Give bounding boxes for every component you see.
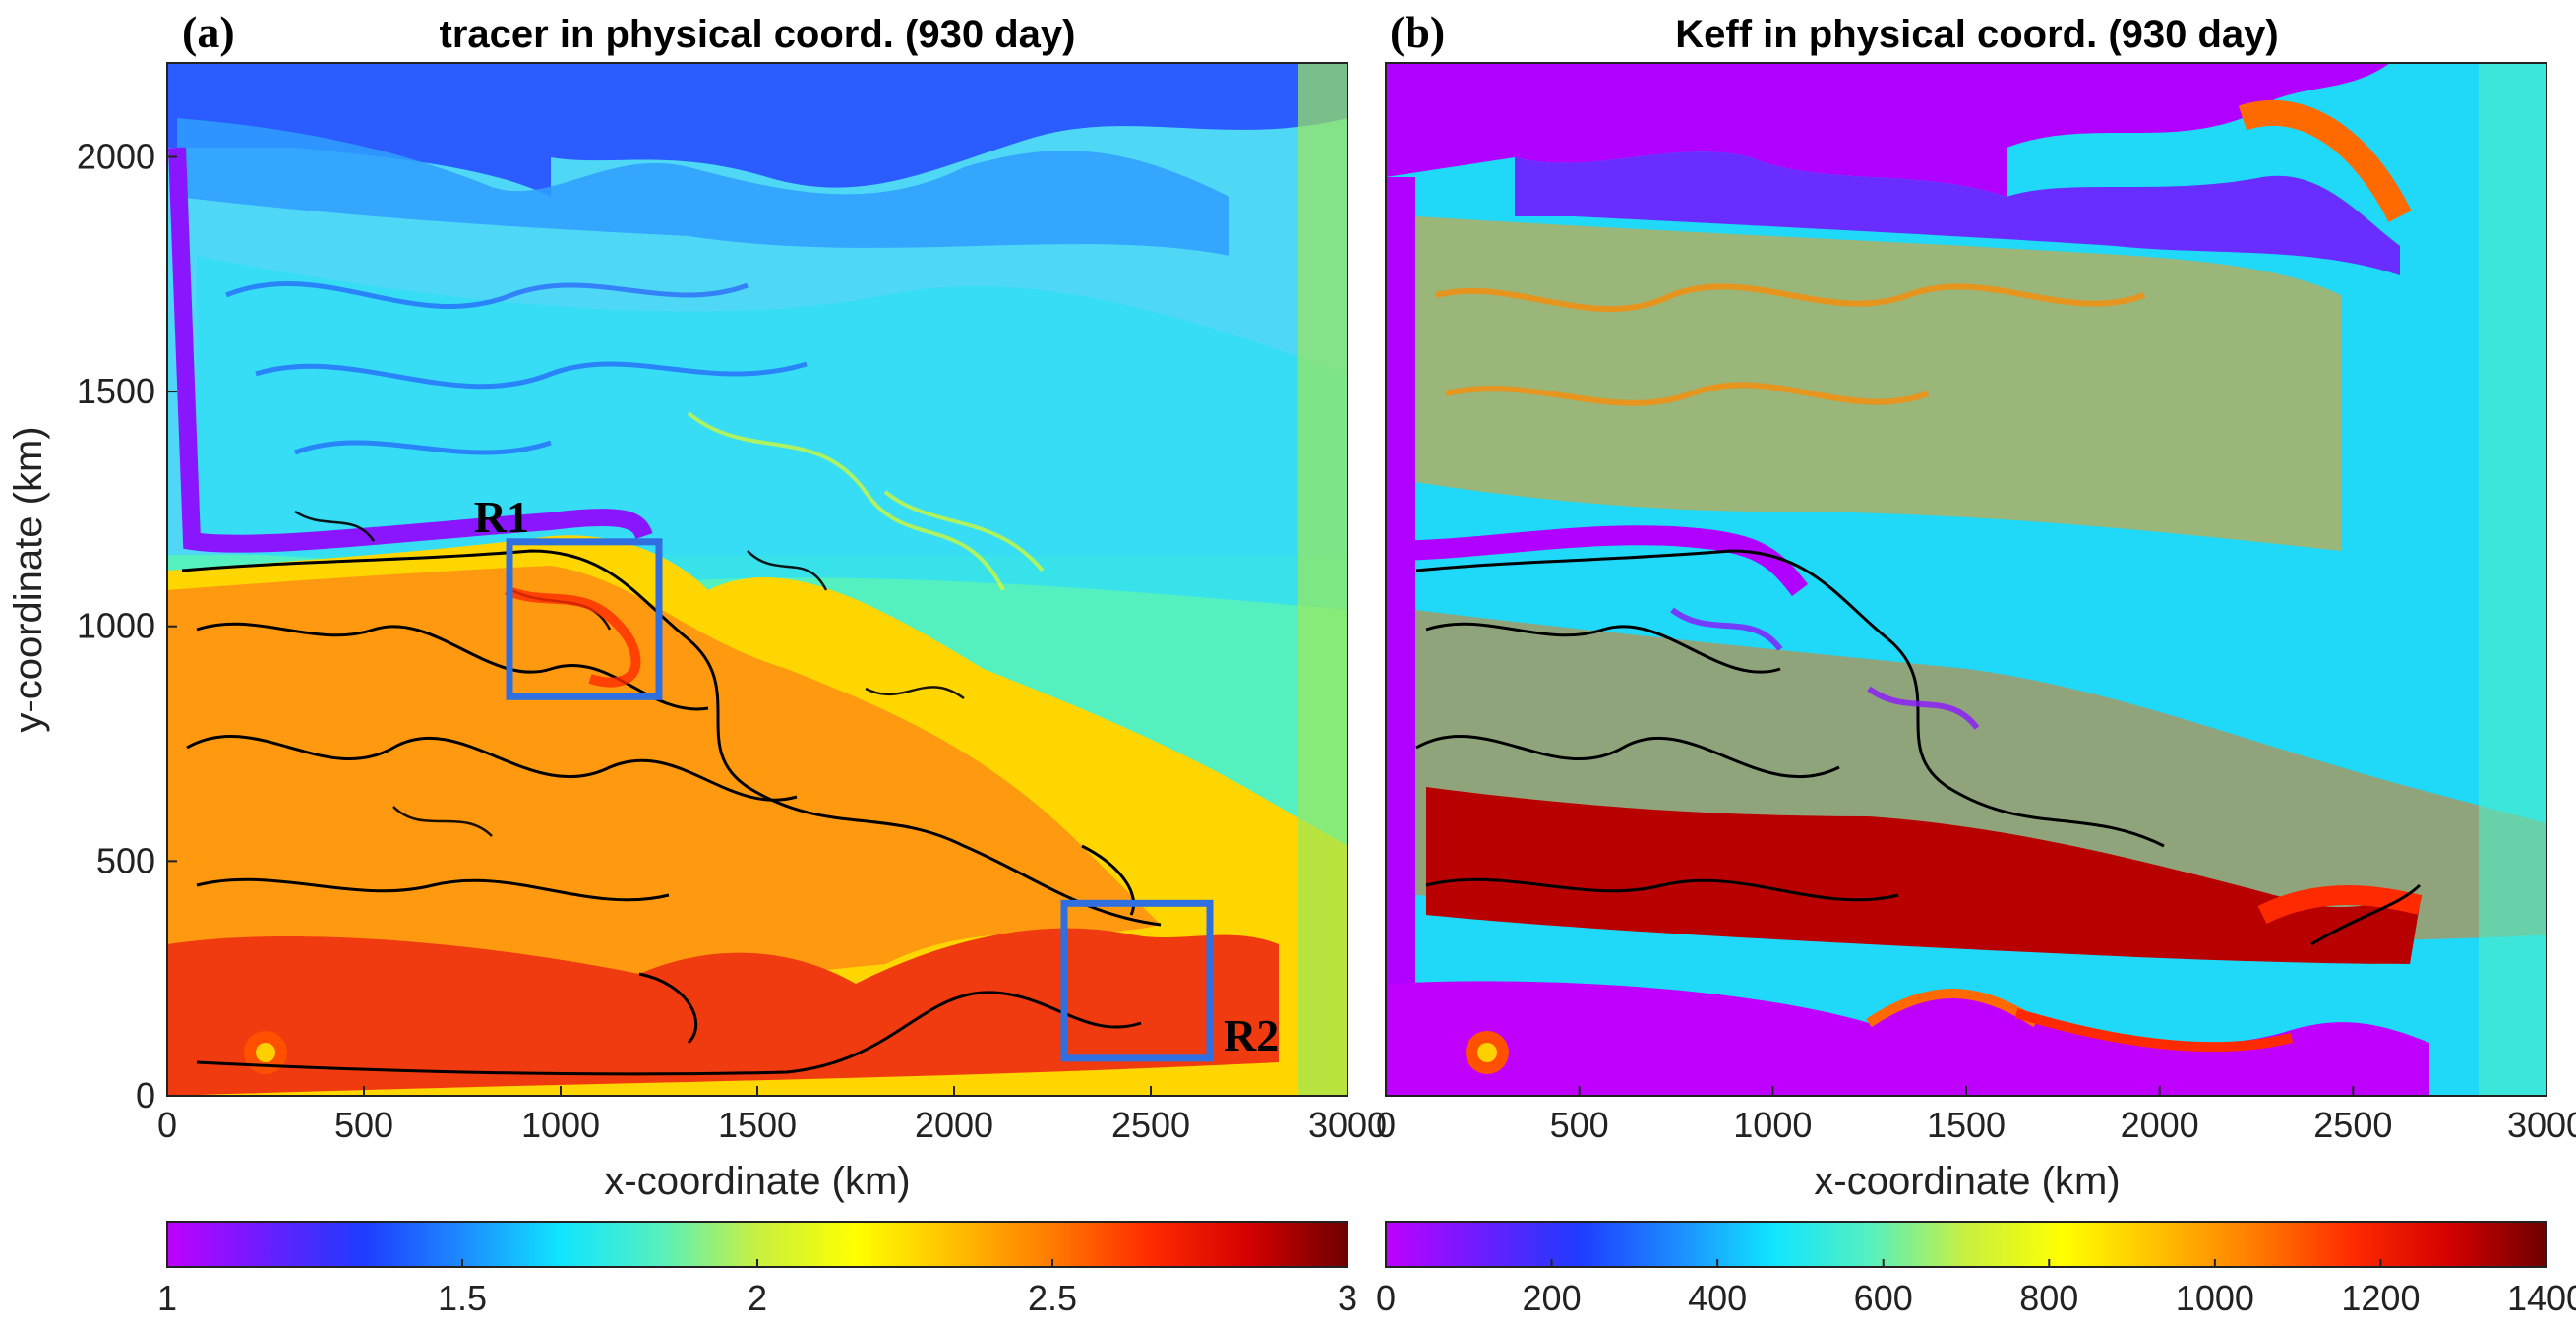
colorbar-tick-label: 2 bbox=[748, 1278, 767, 1318]
x-tick-label: 500 bbox=[334, 1105, 393, 1145]
y-tick-label: 2000 bbox=[77, 136, 155, 176]
panel-a-field bbox=[167, 63, 1348, 1096]
panel-b-title: Keff in physical coord. (930 day) bbox=[1675, 13, 2279, 56]
panel-a-title: tracer in physical coord. (930 day) bbox=[440, 13, 1076, 56]
x-tick-label: 2500 bbox=[1111, 1105, 1190, 1145]
x-tick-label: 500 bbox=[1550, 1105, 1609, 1145]
y-tick-label: 0 bbox=[136, 1075, 155, 1115]
x-tick-label: 1500 bbox=[1927, 1105, 2006, 1145]
x-tick-label: 1000 bbox=[1733, 1105, 1812, 1145]
x-tick-label: 0 bbox=[157, 1105, 177, 1145]
y-tick-label: 500 bbox=[96, 840, 155, 880]
x-tick-label: 2500 bbox=[2313, 1105, 2392, 1145]
colorbar-tick-label: 400 bbox=[1688, 1278, 1747, 1318]
x-tick-label: 2000 bbox=[915, 1105, 993, 1145]
panel-a-axes: 0 500 1000 1500 2000 2500 3000 0 500 1000 1500 2000 bbox=[77, 136, 1387, 1145]
panel-b-field bbox=[1386, 63, 2546, 1096]
colorbar-tick-label: 2.5 bbox=[1028, 1278, 1077, 1318]
panel-b: (b) Keff in physical coord. (930 day) bbox=[1376, 7, 2576, 1318]
panel-b-colorbar-bar bbox=[1385, 1221, 2547, 1268]
panel-b-letter: (b) bbox=[1390, 7, 1445, 57]
x-tick-label: 1000 bbox=[521, 1105, 600, 1145]
colorbar-tick-label: 0 bbox=[1376, 1278, 1396, 1318]
x-tick-label: 1500 bbox=[718, 1105, 797, 1145]
colorbar-tick-label: 3 bbox=[1338, 1278, 1357, 1318]
colorbar-tick-label: 1.5 bbox=[438, 1278, 487, 1318]
colorbar-tick-label: 1200 bbox=[2341, 1278, 2420, 1318]
colorbar-tick-label: 1400 bbox=[2507, 1278, 2576, 1318]
panel-b-xlabel: x-coordinate (km) bbox=[1814, 1160, 2120, 1203]
panel-b-axes: 0 500 1000 1500 2000 2500 3000 bbox=[1376, 1086, 2576, 1145]
panel-a-ylabel: y-coordinate (km) bbox=[7, 426, 50, 732]
panel-a-xlabel: x-coordinate (km) bbox=[604, 1160, 910, 1203]
region-r2-label: R2 bbox=[1224, 1010, 1279, 1060]
x-tick-label: 2000 bbox=[2121, 1105, 2199, 1145]
y-tick-label: 1500 bbox=[77, 371, 155, 411]
x-tick-label: 3000 bbox=[2507, 1105, 2576, 1145]
x-tick-label: 0 bbox=[1376, 1105, 1396, 1145]
colorbar-tick-label: 1000 bbox=[2176, 1278, 2254, 1318]
colorbar-tick-label: 600 bbox=[1854, 1278, 1913, 1318]
panel-a-colorbar: 1 1.5 2 2.5 3 bbox=[157, 1221, 1357, 1318]
panel-a-letter: (a) bbox=[182, 7, 235, 57]
region-r1-label: R1 bbox=[474, 492, 529, 542]
x-tick-label: 3000 bbox=[1308, 1105, 1387, 1145]
region-r1-box bbox=[506, 538, 663, 700]
colorbar-tick-label: 1 bbox=[157, 1278, 177, 1318]
colorbar-tick-label: 800 bbox=[2019, 1278, 2078, 1318]
panel-b-colorbar: 0 200 400 600 800 1000 1200 1400 bbox=[1376, 1221, 2576, 1318]
panel-a: (a) tracer in physical coord. (930 day) bbox=[7, 7, 1387, 1318]
region-r2-box bbox=[1060, 899, 1214, 1062]
colorbar-tick-label: 200 bbox=[1523, 1278, 1582, 1318]
y-tick-label: 1000 bbox=[77, 606, 155, 646]
